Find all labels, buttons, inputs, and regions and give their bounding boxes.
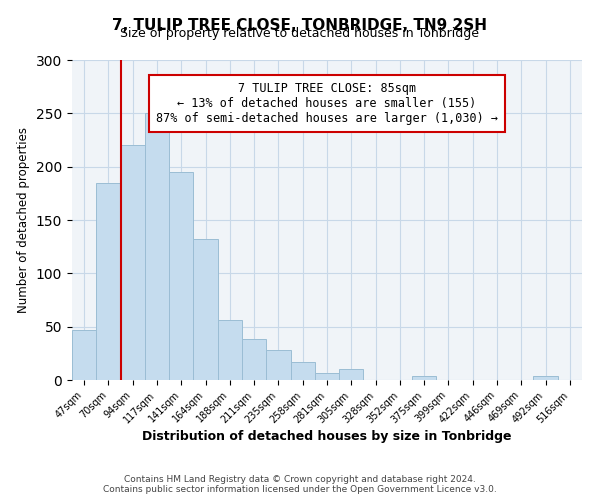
Bar: [412, 376, 436, 380]
Bar: [315, 372, 339, 380]
Text: 7, TULIP TREE CLOSE, TONBRIDGE, TN9 2SH: 7, TULIP TREE CLOSE, TONBRIDGE, TN9 2SH: [113, 18, 487, 32]
Bar: [193, 239, 218, 380]
Bar: [290, 362, 315, 380]
Bar: [96, 182, 121, 380]
Bar: [121, 146, 145, 380]
Bar: [533, 376, 558, 380]
Text: 7 TULIP TREE CLOSE: 85sqm
← 13% of detached houses are smaller (155)
87% of semi: 7 TULIP TREE CLOSE: 85sqm ← 13% of detac…: [156, 82, 498, 126]
Bar: [266, 350, 290, 380]
Bar: [242, 340, 266, 380]
Y-axis label: Number of detached properties: Number of detached properties: [17, 127, 31, 313]
X-axis label: Distribution of detached houses by size in Tonbridge: Distribution of detached houses by size …: [142, 430, 512, 443]
Bar: [339, 370, 364, 380]
Bar: [169, 172, 193, 380]
Bar: [218, 320, 242, 380]
Text: Size of property relative to detached houses in Tonbridge: Size of property relative to detached ho…: [121, 28, 479, 40]
Text: Contains HM Land Registry data © Crown copyright and database right 2024.
Contai: Contains HM Land Registry data © Crown c…: [103, 475, 497, 494]
Bar: [72, 330, 96, 380]
Bar: [145, 114, 169, 380]
